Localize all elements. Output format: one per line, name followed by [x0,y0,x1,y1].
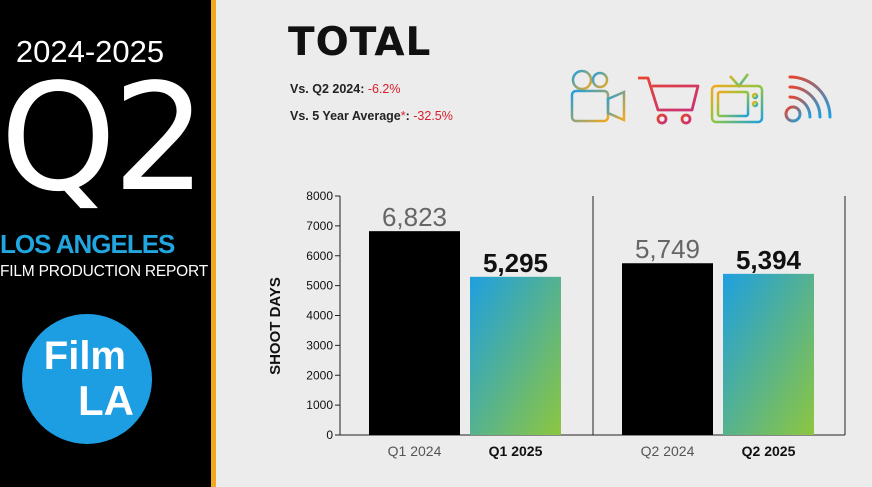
stat-vs-5yr-average: Vs. 5 Year Average*: -32.5% [290,109,453,123]
accent-divider [211,0,216,487]
logo-text-la: LA [78,377,134,424]
web-signal-icon [784,75,832,123]
bar-value-label: 5,749 [635,234,700,264]
bars: 6,823 Q1 2024 5,295 Q1 2025 5,749 Q2 2024 5,39… [369,202,814,459]
bar [723,273,814,435]
stat-asterisk: * [400,109,406,123]
report-subtitle: FILM PRODUCTION REPORT [0,263,209,280]
page-title: TOTAL [288,20,432,65]
category-icons [570,69,832,125]
television-icon [710,73,764,124]
filmla-logo: Film LA [22,314,152,444]
shoot-days-chart: SHOOT DAYS 0 1000 2000 3000 4000 5000 6000 7000… [267,189,846,459]
x-tick-label: Q1 2024 [388,443,442,459]
report-quarter: Q2 [0,52,207,224]
y-tick-label: 1000 [306,398,333,412]
shopping-cart-icon [638,76,700,125]
bar [369,231,460,435]
y-tick-label: 3000 [306,338,333,352]
y-tick-label: 5000 [306,279,333,293]
report-years: 2024-2025 [15,34,165,69]
y-tick-label: 6000 [306,249,333,263]
y-tick-label: 0 [326,428,333,442]
stat-label: Vs. 5 Year Average [290,109,401,123]
y-tick-label: 2000 [306,368,333,382]
bar [470,276,561,435]
y-tick-label: 4000 [306,309,333,323]
bar [622,263,713,435]
bar-value-label: 5,394 [736,245,802,275]
sidebar: 2024-2025 Q2 LOS ANGELES FILM PRODUCTION… [0,0,211,487]
stat-value: -6.2% [367,82,401,96]
film-camera-icon [570,69,626,123]
x-tick-label: Q1 2025 [489,443,543,459]
stat-label: Vs. Q2 2024: [290,82,368,96]
y-tick-label: 8000 [306,189,333,203]
x-tick-label: Q2 2025 [742,443,796,459]
bar-value-label: 5,295 [483,248,548,278]
stat-value: -32.5% [413,109,453,123]
stat-vs-q2-2024: Vs. Q2 2024: -6.2% [290,82,400,96]
city-title: LOS ANGELES [0,229,175,259]
y-tick-label: 7000 [306,219,333,233]
bar-value-label: 6,823 [382,202,447,232]
stat-separator: : [405,109,414,123]
x-tick-label: Q2 2024 [641,443,695,459]
y-axis-label: SHOOT DAYS [267,277,284,375]
logo-text-film: Film [43,334,126,378]
